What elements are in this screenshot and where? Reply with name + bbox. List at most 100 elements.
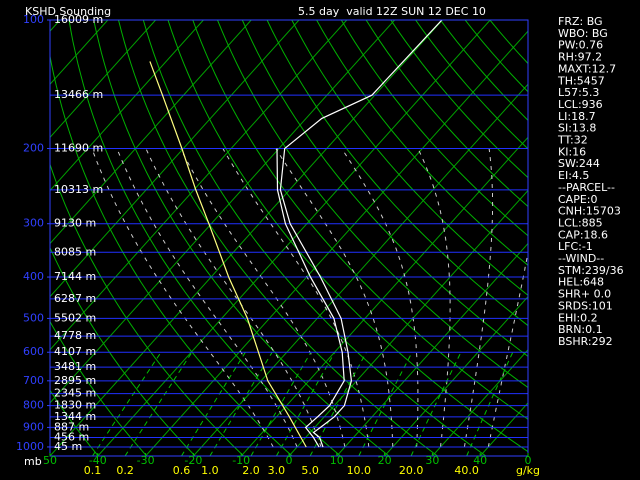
x-tick-label: 40: [473, 454, 487, 467]
moist-adiabat: [417, 148, 451, 448]
plot-area: [0, 20, 528, 456]
profile-line: [279, 20, 443, 448]
x-tick-label: 30: [425, 454, 439, 467]
x-tick-label: -20: [184, 454, 202, 467]
mixing-ratio-line: [209, 351, 273, 456]
y-axis-label: mb: [24, 455, 42, 468]
height-label: 16009 m: [54, 13, 103, 26]
x-tick-label: -10: [232, 454, 250, 467]
moist-adiabat: [145, 148, 322, 448]
index-text: STM:239/36: [558, 264, 624, 277]
index-text: RH:97.2: [558, 51, 602, 64]
moist-adiabat: [222, 148, 370, 448]
y-tick-label: 800: [23, 399, 44, 412]
index-text: L57:5.3: [558, 86, 599, 99]
moist-adiabat: [91, 148, 274, 448]
mixing-ratio-line: [275, 351, 336, 456]
mixing-ratio-label: 2.0: [242, 464, 260, 477]
x-tick-label: -30: [137, 454, 155, 467]
isotherm: [240, 136, 528, 456]
dry-adiabat: [50, 246, 196, 456]
dry-adiabat: [241, 20, 528, 357]
height-label: 4778 m: [54, 329, 96, 342]
height-label: 4107 m: [54, 345, 96, 358]
profile-line: [149, 61, 307, 448]
mixing-ratio-label: 40.0: [454, 464, 479, 477]
index-text: --WIND--: [558, 252, 604, 265]
dry-adiabat: [291, 20, 528, 296]
mixing-ratio-line: [92, 351, 162, 456]
moist-adiabat: [180, 148, 346, 448]
chart-title: KSHD Sounding: [25, 5, 111, 18]
mixing-ratio-unit: g/kg: [516, 464, 540, 477]
height-label: 3481 m: [54, 360, 96, 373]
profile-line: [276, 148, 345, 448]
index-text: FRZ: BG: [558, 15, 603, 28]
isotherm: [50, 20, 300, 298]
height-label: 1344 m: [54, 410, 96, 423]
mixing-ratio-line: [358, 351, 413, 456]
y-tick-label: 100: [23, 13, 44, 26]
isotherm: [50, 20, 443, 456]
isotherm: [384, 295, 528, 456]
mixing-ratio-line: [250, 351, 312, 456]
y-tick-label: 200: [23, 142, 44, 155]
height-label: 2895 m: [54, 374, 96, 387]
x-tick-label: 0: [286, 454, 293, 467]
isotherm: [50, 20, 156, 139]
index-text: SW:244: [558, 157, 600, 170]
dry-adiabat: [192, 20, 528, 420]
index-text: EI:4.5: [558, 169, 589, 182]
dry-adiabat: [316, 20, 528, 266]
isotherm: [97, 20, 491, 456]
mixing-ratio-label: 5.0: [301, 464, 319, 477]
index-text: LI:18.7: [558, 110, 596, 123]
mixing-ratio-label: 0.6: [173, 464, 191, 477]
y-tick-label: 500: [23, 311, 44, 324]
dry-adiabat: [415, 20, 528, 150]
index-text: CNH:15703: [558, 205, 621, 218]
index-text: CAPE:0: [558, 193, 598, 206]
index-text: SRDS:101: [558, 299, 613, 312]
mixing-ratio-label: 20.0: [399, 464, 424, 477]
height-label: 8085 m: [54, 245, 96, 258]
height-label: 6287 m: [54, 292, 96, 305]
mixing-ratio-line: [466, 351, 514, 456]
isotherm: [50, 20, 395, 404]
index-text: LCL:885: [558, 216, 603, 229]
dry-adiabat: [167, 20, 528, 453]
moist-adiabat: [463, 148, 494, 448]
dry-adiabat: [50, 320, 147, 456]
mixing-ratio-label: 0.1: [84, 464, 102, 477]
mixing-ratio-label: 0.2: [116, 464, 134, 477]
x-tick-label: 50: [43, 454, 57, 467]
index-text: EHI:0.2: [558, 311, 598, 324]
isotherm: [336, 242, 528, 456]
height-label: 2345 m: [54, 387, 96, 400]
x-tick-label: -40: [89, 454, 107, 467]
dry-adiabat: [50, 53, 293, 456]
height-label: 7144 m: [54, 270, 96, 283]
index-text: SHR+ 0.0: [558, 288, 611, 301]
isotherm: [50, 20, 252, 245]
y-tick-label: 300: [23, 217, 44, 230]
moist-adiabat: [116, 148, 298, 448]
index-text: TT:32: [557, 134, 588, 147]
y-tick-label: 600: [23, 345, 44, 358]
mixing-ratio-label: 10.0: [347, 464, 372, 477]
height-label: 10313 m: [54, 183, 103, 196]
y-tick-label: 900: [23, 420, 44, 433]
x-tick-label: 0: [525, 454, 532, 467]
isotherm: [193, 83, 528, 456]
mixing-ratio-label: 1.0: [201, 464, 219, 477]
y-tick-label: 1000: [16, 440, 44, 453]
index-text: --PARCEL--: [558, 181, 615, 194]
dry-adiabat: [365, 20, 528, 208]
isotherm: [0, 20, 12, 456]
chart-subtitle: 5.5 day valid 12Z SUN 12 DEC 10: [298, 5, 486, 18]
dry-adiabat: [217, 20, 528, 389]
x-tick-label: 10: [330, 454, 344, 467]
height-label: 456 m: [54, 430, 89, 443]
x-tick-label: 20: [378, 454, 392, 467]
